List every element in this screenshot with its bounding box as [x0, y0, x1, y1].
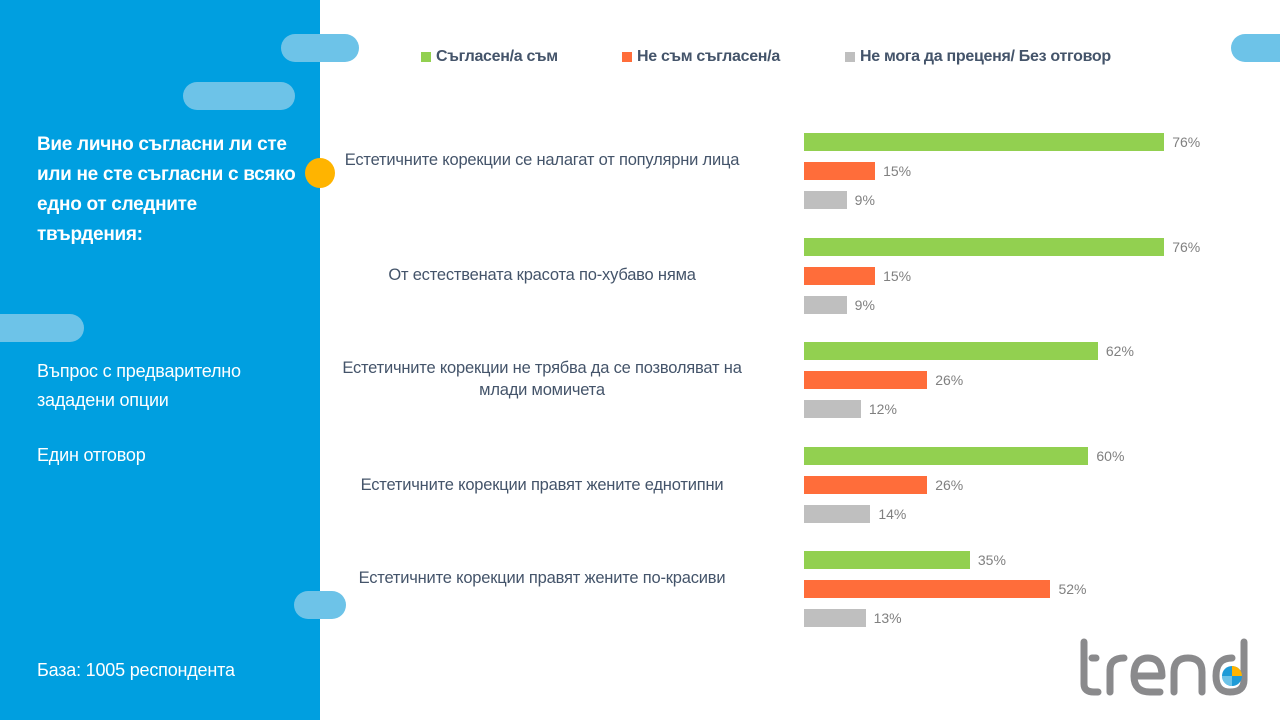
base-respondents: База: 1005 респондента — [37, 660, 235, 680]
data-label: 62% — [1105, 343, 1134, 359]
data-label: 13% — [873, 610, 902, 626]
data-label: 76% — [1172, 238, 1201, 255]
question-title: Вие лично съгласни ли сте или не сте съг… — [37, 134, 296, 245]
bar-agree — [804, 342, 1098, 360]
bar-no-answer — [804, 504, 871, 523]
legend-label: Не съм съгласен/а — [637, 48, 780, 65]
answer-type: Един отговор — [37, 445, 146, 465]
bar-no-answer — [804, 191, 847, 209]
bar-disagree — [804, 162, 876, 180]
data-label: 9% — [854, 192, 875, 208]
bar-agree — [804, 446, 1089, 465]
legend-item-agree: Съгласен/а съм — [421, 48, 558, 66]
bar-disagree — [804, 371, 928, 389]
trend-logo — [1080, 638, 1248, 696]
bar-agree — [804, 133, 1165, 151]
data-label: 15% — [883, 267, 912, 284]
bar-disagree — [804, 475, 928, 494]
data-label: 14% — [878, 505, 907, 522]
legend-label: Съгласен/а съм — [436, 48, 558, 65]
decorative-pill — [1231, 34, 1280, 62]
data-label: 60% — [1096, 447, 1125, 464]
legend-swatch-disagree — [622, 52, 632, 62]
category-label: Естетичните корекции не трябва да се поз… — [342, 359, 742, 399]
decorative-pill — [183, 82, 295, 110]
data-label: 26% — [935, 476, 964, 493]
category-label: Естетичните корекции правят жените по-кр… — [358, 569, 726, 587]
bar-agree — [804, 237, 1165, 256]
question-type: Въпрос с предварително зададени опции — [37, 361, 241, 410]
bar-no-answer — [804, 295, 847, 314]
category-label: Естетичните корекции се налагат от попул… — [344, 151, 740, 169]
data-label: 15% — [883, 163, 912, 179]
decorative-pill — [281, 34, 359, 62]
data-label: 9% — [854, 296, 875, 313]
decorative-dot — [305, 158, 335, 188]
decorative-pill — [294, 591, 346, 619]
sidebar-panel — [0, 0, 320, 720]
category-label: От естествената красота по-хубаво няма — [388, 266, 696, 284]
legend-label: Не мога да преценя/ Без отговор — [860, 48, 1111, 65]
legend-swatch-no-answer — [845, 52, 855, 62]
bar-agree — [804, 551, 970, 569]
bar-disagree — [804, 266, 876, 285]
legend-item-disagree: Не съм съгласен/а — [622, 48, 780, 66]
category-label: Естетичните корекции правят жените еднот… — [360, 476, 724, 494]
bar-no-answer — [804, 400, 861, 418]
data-label: 26% — [935, 372, 964, 388]
decorative-pill — [0, 314, 84, 342]
legend-swatch-agree — [421, 52, 431, 62]
data-label: 12% — [868, 401, 897, 417]
legend-item-no-answer: Не мога да преценя/ Без отговор — [845, 48, 1111, 66]
data-label: 52% — [1058, 581, 1087, 597]
bar-no-answer — [804, 609, 866, 627]
bar-disagree — [804, 580, 1051, 598]
data-label: 76% — [1172, 134, 1201, 150]
data-label: 35% — [977, 552, 1006, 568]
